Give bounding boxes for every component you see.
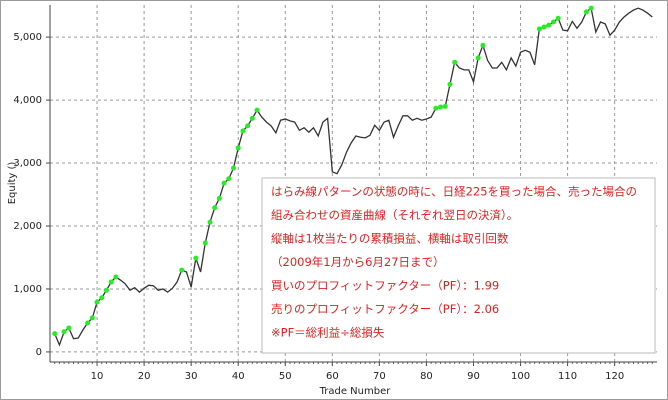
new-high-marker	[66, 325, 72, 331]
new-high-marker	[245, 123, 251, 129]
x-tick-label: 20	[138, 371, 151, 382]
x-tick-label: 100	[511, 371, 530, 382]
new-high-marker	[588, 5, 594, 11]
x-tick-label: 80	[420, 371, 433, 382]
y-tick-label: 1,000	[13, 284, 42, 295]
new-high-marker	[240, 128, 246, 134]
new-high-marker	[89, 315, 95, 321]
new-high-marker	[212, 205, 218, 211]
annotation-text: （2009年1月から6月27日まで）	[271, 255, 445, 269]
new-high-marker	[475, 55, 481, 61]
new-high-marker	[235, 145, 241, 151]
new-high-marker	[103, 287, 109, 293]
y-tick-label: 5,000	[13, 32, 42, 43]
new-high-marker	[541, 24, 547, 30]
x-tick-label: 70	[373, 371, 386, 382]
new-high-marker	[216, 195, 222, 201]
new-high-marker	[433, 105, 439, 111]
x-tick-label: 60	[326, 371, 339, 382]
new-high-marker	[94, 299, 100, 305]
new-high-marker	[438, 104, 444, 110]
new-high-marker	[452, 59, 458, 65]
new-high-marker	[202, 240, 208, 246]
new-high-marker	[99, 295, 105, 301]
new-high-marker	[108, 279, 114, 285]
y-tick-label: 3,000	[13, 158, 42, 169]
new-high-marker	[550, 19, 556, 25]
x-tick-label: 90	[467, 371, 480, 382]
new-high-marker	[113, 274, 119, 280]
new-high-marker	[480, 42, 486, 48]
y-tick-label: 4,000	[13, 95, 42, 106]
x-tick-label: 40	[232, 371, 245, 382]
new-high-marker	[52, 331, 58, 337]
new-high-marker	[583, 9, 589, 15]
annotation-text: 買いのプロフィットファクター（PF）：1.99	[271, 279, 499, 293]
y-tick-label: 2,000	[13, 221, 42, 232]
new-high-marker	[193, 255, 199, 261]
y-axis-label: Equity ()	[7, 162, 18, 205]
new-high-marker	[226, 176, 232, 182]
new-high-marker	[221, 180, 227, 186]
new-high-marker	[61, 329, 67, 335]
x-tick-label: 110	[558, 371, 577, 382]
x-axis-label: Trade Number	[319, 386, 392, 397]
x-tick-label: 120	[605, 371, 624, 382]
new-high-marker	[555, 15, 561, 21]
annotation-box	[261, 177, 656, 354]
annotation-text: 組み合わせの資産曲線（それぞれ翌日の決済）。	[271, 208, 518, 222]
annotation-text: 売りのプロフィットファクター（PF）：2.06	[271, 302, 499, 316]
new-high-marker	[536, 26, 542, 32]
x-tick-label: 50	[279, 371, 292, 382]
new-high-marker	[254, 107, 260, 113]
new-high-marker	[207, 219, 213, 225]
new-high-marker	[231, 165, 237, 171]
annotation-text: ※PF＝総利益÷総損失	[271, 326, 385, 340]
new-high-marker	[85, 320, 91, 326]
new-high-marker	[442, 103, 448, 109]
new-high-marker	[546, 22, 552, 28]
x-tick-label: 10	[91, 371, 104, 382]
y-tick-label: 0	[36, 347, 42, 358]
annotation-text: 縦軸は1枚当たりの累積損益、横軸は取引回数	[271, 232, 509, 246]
new-high-marker	[447, 81, 453, 87]
new-high-marker	[249, 115, 255, 121]
annotation-text: はらみ線パターンの状態の時に、日経225を買った場合、売った場合の	[271, 185, 637, 199]
new-high-marker	[179, 267, 185, 273]
x-tick-label: 30	[185, 371, 198, 382]
